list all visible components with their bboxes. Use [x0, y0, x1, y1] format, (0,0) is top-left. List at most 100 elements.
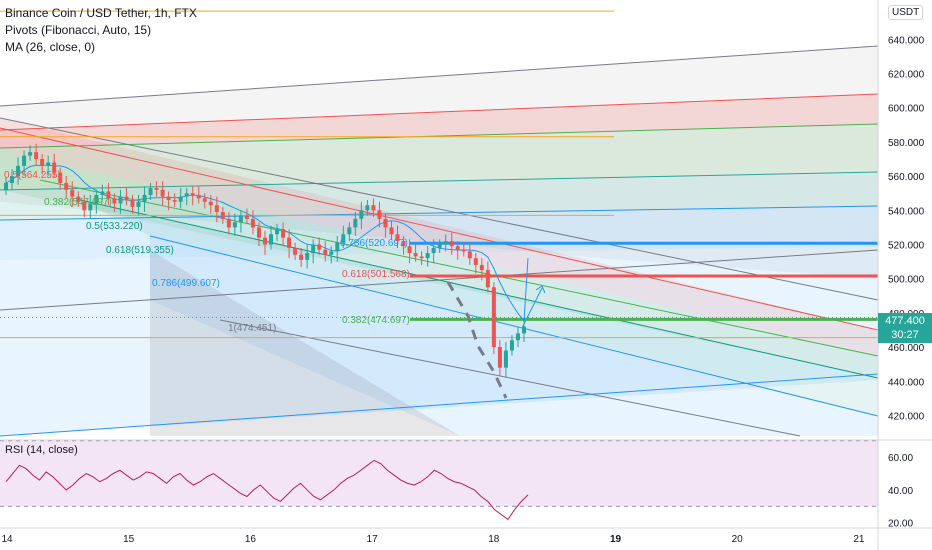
price-tick-label: 580.000	[888, 138, 925, 149]
candle-body	[503, 350, 508, 368]
channel-band-lightblue	[0, 246, 878, 436]
candle-body	[522, 326, 526, 334]
moving-average	[5, 164, 529, 323]
price-tick-label: 640.000	[888, 35, 925, 46]
candle-body	[28, 152, 33, 156]
candle-body	[473, 258, 478, 266]
projection-dashed-line	[446, 281, 508, 399]
fib-level-label: 0.786(499.607)	[152, 278, 220, 289]
candle-body	[244, 215, 249, 219]
candle-body	[82, 201, 87, 211]
fib-level-label: 0.5(564.255)	[4, 170, 61, 181]
candle-body	[52, 162, 57, 173]
trend-lines	[0, 45, 879, 437]
rsi-indicator-label[interactable]: RSI (14, close)	[5, 444, 78, 456]
candle-body	[467, 251, 472, 259]
fan-line-blue	[149, 235, 879, 417]
symbol-title[interactable]: Binance Coin / USD Tether, 1h, FTX	[5, 6, 197, 20]
currency-button[interactable]: USDT	[888, 5, 924, 20]
fan-band-blue	[150, 236, 878, 436]
upper-channel-line	[0, 45, 879, 107]
fib-level-label: 0.618(519.355)	[106, 245, 174, 256]
fan-line-lower	[219, 319, 801, 437]
candle-body	[226, 218, 231, 228]
candle-body	[317, 244, 322, 250]
price-tick-label: 560.000	[888, 172, 925, 183]
bar-countdown: 30:27	[891, 329, 919, 341]
channel-band-teal	[0, 172, 878, 220]
fan-line-gray	[0, 117, 879, 301]
candle-body	[154, 188, 159, 190]
projection-arrowhead	[535, 285, 546, 294]
price-tick-label: 500.000	[888, 275, 925, 286]
price-tick-label: 460.000	[888, 343, 925, 354]
channel-band-blue	[0, 206, 878, 260]
candle-body	[34, 152, 39, 160]
fan-band-red	[0, 118, 878, 356]
candle-body	[178, 196, 183, 202]
price-tick-label: 520.000	[888, 241, 925, 252]
candle-body	[419, 256, 424, 259]
time-tick-label: 17	[367, 534, 379, 545]
candle-body	[323, 249, 328, 255]
last-price-badge: 477.400 30:27	[878, 313, 932, 343]
candle-body	[341, 234, 346, 243]
price-tick-label: 440.000	[888, 377, 925, 388]
ma-line	[5, 164, 529, 323]
candle-body	[40, 159, 45, 166]
candle-body	[238, 215, 243, 223]
candle-body	[389, 227, 394, 235]
candle-body	[130, 200, 135, 207]
fib-level-label: 1(474.451)	[228, 323, 276, 334]
price-tick-label: 420.000	[888, 411, 925, 422]
candle-body	[124, 196, 129, 201]
candle-body	[425, 253, 430, 259]
candle-body	[365, 205, 370, 211]
candle-body	[4, 182, 8, 190]
ma-indicator-label[interactable]: MA (26, close, 0)	[5, 40, 96, 54]
channel-line-teal	[0, 171, 879, 191]
price-tick-label: 540.000	[888, 206, 925, 217]
channel-line-red	[0, 93, 879, 131]
candle-body	[509, 340, 514, 351]
candle-body	[148, 188, 153, 195]
pivots-indicator-label[interactable]: Pivots (Fibonacci, Auto, 15)	[5, 23, 152, 37]
rsi-band	[0, 440, 878, 507]
time-tick-label: 14	[1, 534, 13, 545]
candle-body	[449, 241, 454, 247]
candle-body	[112, 198, 117, 204]
candle-body	[311, 244, 316, 254]
candle-body	[329, 251, 334, 255]
fib-channel-bands	[0, 46, 878, 436]
candle-body	[88, 203, 93, 211]
time-tick-label: 19	[610, 534, 622, 545]
rsi-panel: 60.00 40.00 20.00	[0, 440, 913, 530]
candle-body	[383, 218, 388, 228]
fib-level-label: 0.382(474.697)	[342, 315, 410, 326]
fan-line-green	[39, 179, 879, 357]
candle-body	[353, 218, 358, 228]
candle-body	[305, 253, 310, 260]
candle-body	[64, 182, 69, 190]
candle-body	[293, 247, 298, 255]
candle-body	[10, 176, 15, 183]
fib-level-label: 0.5(533.220)	[86, 221, 143, 232]
fan-line-red	[0, 127, 879, 331]
candle-body	[160, 189, 165, 197]
candles	[4, 143, 526, 378]
last-price: 477.400	[885, 315, 925, 327]
rsi-tick-label: 20.00	[888, 519, 913, 530]
candle-body	[371, 205, 376, 211]
time-tick-label: 15	[123, 534, 135, 545]
candle-body	[136, 201, 141, 207]
fib-level-label: 0.382(547.697)	[44, 197, 112, 208]
candle-body	[485, 270, 490, 288]
candle-body	[347, 227, 352, 235]
candle-body	[395, 234, 400, 242]
candle-body	[401, 241, 406, 247]
candle-body	[196, 194, 201, 199]
candle-body	[118, 196, 123, 204]
channel-band-gray	[0, 46, 878, 279]
time-tick-label: 20	[732, 534, 744, 545]
